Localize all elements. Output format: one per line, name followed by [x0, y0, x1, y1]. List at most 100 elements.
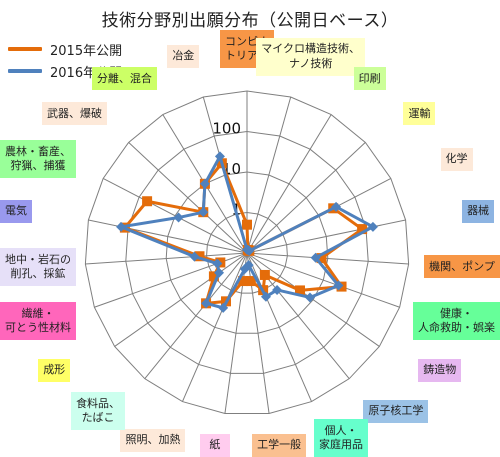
category-label: 運輸	[403, 102, 436, 126]
category-label: 地中・岩石の 削孔、採鉱	[0, 247, 76, 286]
category-label-text: 運輸	[408, 107, 430, 121]
radar-spoke	[246, 252, 380, 347]
category-label: 鋳造物	[418, 359, 462, 383]
category-label-line: 鋳造物	[423, 363, 457, 377]
data-point-diamond	[310, 252, 321, 263]
legend-label-2015: 2015年公開	[50, 43, 123, 59]
radar-spoke	[85, 252, 248, 265]
radar-spoke	[246, 252, 312, 402]
category-label-line: ナノ技術	[288, 56, 333, 70]
category-label-line: 武器、爆破	[47, 106, 103, 120]
category-label: 食料品、 たばこ	[71, 392, 126, 431]
category-label-line: 狩猟、捕獲	[10, 159, 66, 173]
category-label-line: 成形	[43, 363, 66, 377]
category-label: マイクロ構造技術、 ナノ技術	[256, 37, 366, 76]
category-label-text: 電気	[5, 204, 27, 218]
data-point-diamond	[214, 151, 225, 162]
legend-swatch-2015	[8, 47, 42, 51]
data-point-square	[142, 196, 153, 207]
category-label-line: 化学	[445, 151, 468, 165]
data-point-diamond	[116, 221, 127, 232]
category-label-text: 化学	[446, 152, 468, 166]
category-label-text: 地中・岩石の 削孔、採鉱	[5, 253, 71, 282]
data-point-diamond	[189, 251, 200, 262]
radar-spoke	[144, 252, 248, 379]
radar-spoke	[246, 252, 409, 265]
radar-spoke	[182, 252, 248, 402]
category-label-line: 紙	[209, 438, 221, 452]
category-label-line: 可とう性材料	[5, 321, 71, 335]
category-label-line: 食料品、	[76, 396, 121, 410]
legend-item-2015: 2015年公開	[8, 38, 122, 60]
data-point-square	[245, 276, 256, 287]
category-label-text: 武器、爆破	[47, 107, 102, 121]
category-label-line: 原子核工学	[368, 404, 424, 418]
category-label-line: 機関、ポンプ	[429, 259, 495, 273]
data-point-diamond	[214, 267, 225, 278]
radar-gridline	[125, 130, 369, 374]
category-label-text: 工学一般	[257, 438, 301, 452]
category-label-text: 器械	[467, 204, 489, 218]
category-label-text: 繊維・ 可とう性材料	[5, 307, 71, 336]
data-point-diamond	[304, 292, 315, 303]
category-label: 成形	[38, 359, 71, 383]
data-point-diamond	[199, 178, 210, 189]
radar-spoke	[114, 252, 248, 347]
data-point-diamond	[212, 258, 223, 269]
category-label-line: 印刷	[358, 71, 381, 85]
category-label: 印刷	[353, 67, 386, 91]
data-point-diamond	[201, 298, 212, 309]
data-point-diamond	[367, 221, 378, 232]
radar-spoke	[128, 142, 248, 254]
category-label-text: 農林・畜産、 狩猟、捕獲	[5, 145, 71, 174]
radar-spoke	[246, 219, 406, 254]
category-label-text: 冶金	[172, 49, 194, 63]
radar-gridline	[165, 171, 329, 334]
category-label: 機関、ポンプ	[424, 255, 500, 279]
radar-spoke	[246, 252, 400, 308]
radar-spoke	[246, 96, 292, 254]
data-point-square	[259, 269, 270, 280]
data-point-square	[357, 224, 368, 235]
category-label-line: 分離、混合	[96, 71, 152, 85]
tick-label: 100	[212, 120, 241, 138]
category-label-line: 地中・岩石の	[5, 252, 71, 266]
category-label-line: 器械	[467, 204, 490, 218]
category-label-line: 個人・	[324, 423, 358, 437]
category-label-text: 成形	[43, 363, 65, 377]
data-point-square	[238, 276, 249, 287]
data-point-diamond	[331, 201, 342, 212]
category-label: 照明、加熱	[120, 428, 186, 452]
radar-gridline	[84, 90, 410, 414]
radar-spoke	[88, 219, 248, 254]
category-label: 化学	[440, 147, 473, 171]
category-label-line: 削孔、採鉱	[10, 266, 66, 280]
category-label-text: 機関、ポンプ	[429, 260, 495, 274]
data-point-diamond	[333, 280, 344, 291]
data-point-diamond	[239, 263, 250, 274]
data-point-diamond	[173, 212, 184, 223]
category-label: 冶金	[167, 45, 200, 69]
category-label-text: 個人・ 家庭用品	[319, 424, 363, 453]
category-label-text: 照明、加熱	[125, 433, 180, 447]
category-label: 分離、混合	[91, 67, 157, 91]
category-label-line: 家庭用品	[319, 438, 364, 451]
category-label: 農林・畜産、 狩猟、捕獲	[0, 140, 76, 179]
category-label: 工学一般	[252, 434, 307, 457]
chart-title: 技術分野別出願分布（公開日ベース）	[101, 11, 399, 31]
radar-spoke	[246, 142, 366, 254]
category-label-line: 健康・	[440, 307, 473, 321]
data-point-square	[316, 253, 327, 264]
data-point-diamond	[198, 207, 209, 218]
category-label-line: 人命救助・娯楽	[418, 321, 495, 335]
category-label: 器械	[462, 199, 495, 223]
radar-spoke	[246, 114, 332, 254]
data-point-square	[295, 285, 306, 296]
data-point-diamond	[260, 291, 271, 302]
data-point-diamond	[218, 302, 229, 313]
category-label-line: 工学一般	[257, 438, 302, 452]
category-label-line: 照明、加熱	[125, 432, 181, 446]
category-label-text: 原子核工学	[368, 404, 423, 418]
